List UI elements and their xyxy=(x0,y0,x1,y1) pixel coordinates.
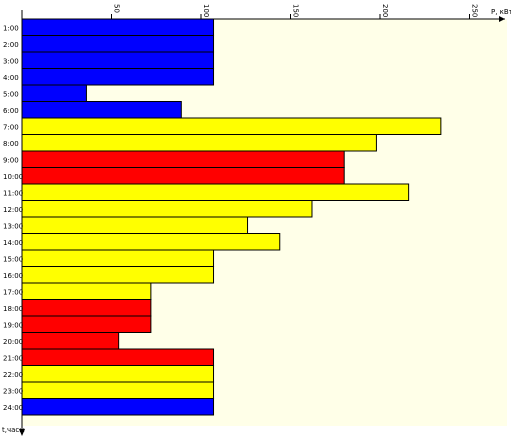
bar xyxy=(21,315,152,333)
x-tick-label: 100 xyxy=(202,4,210,17)
bar xyxy=(21,332,120,350)
bar xyxy=(21,101,182,119)
bar xyxy=(21,282,152,300)
y-tick-label: 23:00 xyxy=(3,387,23,395)
bar xyxy=(21,35,215,53)
bar xyxy=(21,150,345,168)
bar xyxy=(21,365,215,383)
x-tick-label: 200 xyxy=(381,4,389,17)
bar xyxy=(21,348,215,366)
bar xyxy=(21,84,87,102)
bar xyxy=(21,233,281,251)
bar xyxy=(21,398,215,416)
bar xyxy=(21,68,215,86)
x-tick-label: 50 xyxy=(113,4,121,13)
bar xyxy=(21,381,215,399)
y-tick-label: 16:00 xyxy=(3,272,23,280)
y-tick-label: 22:00 xyxy=(3,371,23,379)
bar xyxy=(21,117,442,135)
y-tick-label: 17:00 xyxy=(3,288,23,296)
y-tick-label: 18:00 xyxy=(3,305,23,313)
bars-group: 1:00 2:00 3:00 4:00 5:00 6:00 7:00 8:00 9:00 10:0… xyxy=(3,18,442,416)
y-tick-label: 10:00 xyxy=(3,173,23,181)
y-tick-label: 21:00 xyxy=(3,354,23,362)
bar xyxy=(21,183,410,201)
y-tick-label: 4:00 xyxy=(3,74,19,82)
x-axis-title: P, кВт xyxy=(491,8,511,16)
y-tick-label: 13:00 xyxy=(3,222,23,230)
y-tick-label: 20:00 xyxy=(3,338,23,346)
x-axis-arrowhead xyxy=(499,16,505,22)
y-tick-label: 12:00 xyxy=(3,206,23,214)
y-tick-label: 24:00 xyxy=(3,404,23,412)
y-tick-label: 15:00 xyxy=(3,255,23,263)
y-tick-label: 3:00 xyxy=(3,57,19,65)
bar xyxy=(21,134,377,152)
bar xyxy=(21,200,313,218)
x-tick-label: 150 xyxy=(292,4,300,17)
y-axis-title: t,часы xyxy=(2,426,25,434)
y-tick-label: 6:00 xyxy=(3,107,19,115)
y-axis-arrowhead xyxy=(19,429,25,436)
y-tick-label: 5:00 xyxy=(3,90,19,98)
y-tick-label: 14:00 xyxy=(3,239,23,247)
y-tick-label: 8:00 xyxy=(3,140,19,148)
bar xyxy=(21,299,152,317)
y-tick-label: 2:00 xyxy=(3,41,19,49)
y-tick-label: 1:00 xyxy=(3,24,19,32)
bar xyxy=(21,18,215,36)
y-tick-label: 11:00 xyxy=(3,189,23,197)
bar xyxy=(21,266,215,284)
bar xyxy=(21,249,215,267)
y-tick-label: 9:00 xyxy=(3,156,19,164)
axes-group: 50 100 150 200 250 xyxy=(19,4,505,436)
y-tick-label: 7:00 xyxy=(3,123,19,131)
bar xyxy=(21,51,215,69)
y-tick-label: 19:00 xyxy=(3,321,23,329)
bar xyxy=(21,167,345,185)
bar xyxy=(21,216,249,234)
x-tick-label: 250 xyxy=(471,4,479,17)
